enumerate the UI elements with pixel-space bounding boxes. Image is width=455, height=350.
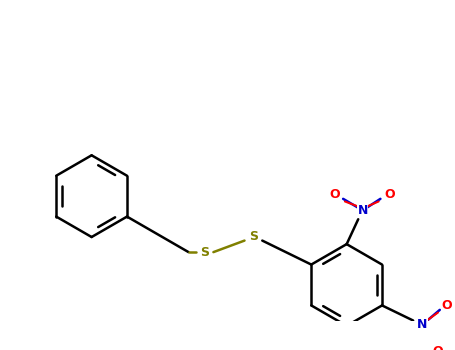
Text: O: O — [442, 299, 452, 312]
Text: N: N — [358, 204, 368, 217]
Text: O: O — [329, 188, 339, 201]
Text: S: S — [249, 230, 258, 243]
Text: N: N — [417, 318, 427, 331]
Text: O: O — [384, 188, 394, 201]
Text: S: S — [200, 246, 209, 259]
Text: O: O — [433, 345, 443, 350]
